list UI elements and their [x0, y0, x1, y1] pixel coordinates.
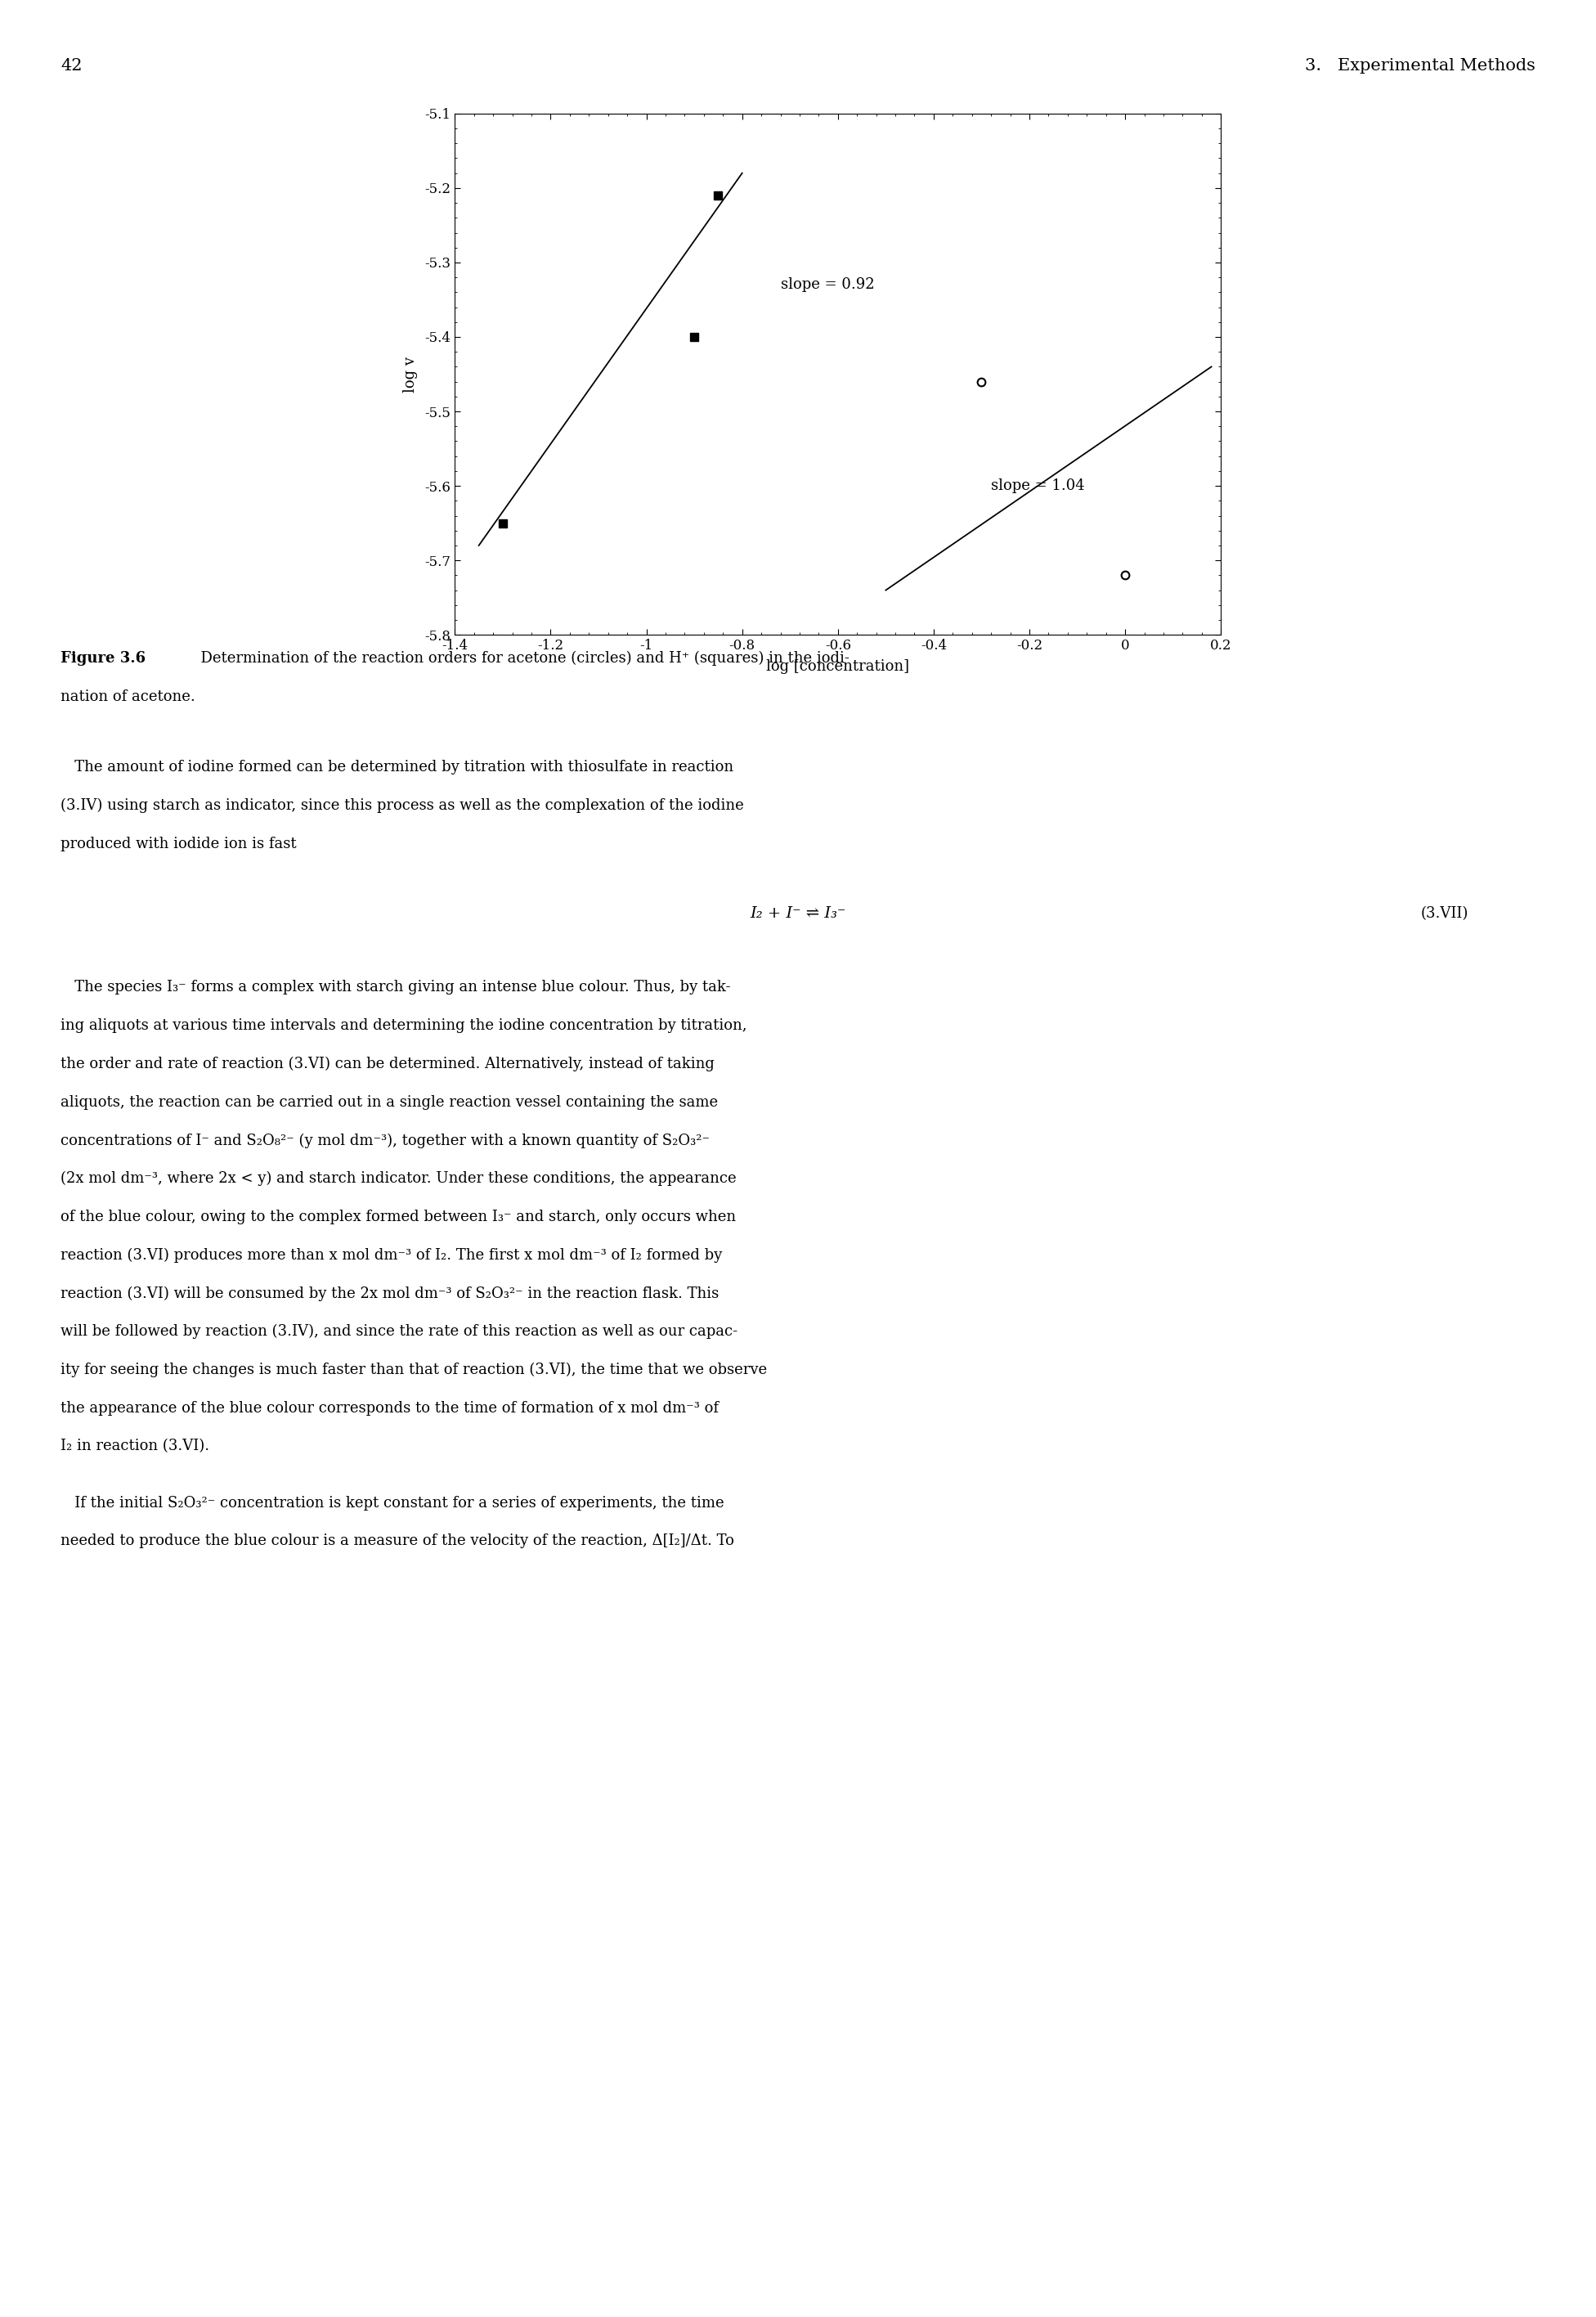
Text: 42: 42 — [61, 58, 83, 74]
Text: will be followed by reaction (3.IV), and since the rate of this reaction as well: will be followed by reaction (3.IV), and… — [61, 1323, 737, 1339]
Text: If the initial S₂O₃²⁻ concentration is kept constant for a series of experiments: If the initial S₂O₃²⁻ concentration is k… — [61, 1497, 725, 1511]
Text: (3.IV) using starch as indicator, since this process as well as the complexation: (3.IV) using starch as indicator, since … — [61, 797, 744, 813]
X-axis label: log [concentration]: log [concentration] — [766, 660, 910, 674]
Text: nation of acetone.: nation of acetone. — [61, 690, 195, 704]
Text: needed to produce the blue colour is a measure of the velocity of the reaction, : needed to produce the blue colour is a m… — [61, 1534, 734, 1548]
Y-axis label: log v: log v — [404, 357, 418, 392]
Text: of the blue colour, owing to the complex formed between I₃⁻ and starch, only occ: of the blue colour, owing to the complex… — [61, 1209, 736, 1223]
Text: I₂ in reaction (3.VI).: I₂ in reaction (3.VI). — [61, 1439, 209, 1453]
Text: produced with iodide ion is fast: produced with iodide ion is fast — [61, 836, 297, 850]
Text: slope = 0.92: slope = 0.92 — [780, 278, 875, 292]
Text: Determination of the reaction orders for acetone (circles) and H⁺ (squares) in t: Determination of the reaction orders for… — [192, 651, 849, 665]
Text: aliquots, the reaction can be carried out in a single reaction vessel containing: aliquots, the reaction can be carried ou… — [61, 1094, 718, 1110]
Text: (2x mol dm⁻³, where 2x < y) and starch indicator. Under these conditions, the ap: (2x mol dm⁻³, where 2x < y) and starch i… — [61, 1170, 736, 1186]
Text: concentrations of I⁻ and S₂O₈²⁻ (y mol dm⁻³), together with a known quantity of : concentrations of I⁻ and S₂O₈²⁻ (y mol d… — [61, 1133, 710, 1147]
Text: ity for seeing the changes is much faster than that of reaction (3.VI), the time: ity for seeing the changes is much faste… — [61, 1362, 768, 1376]
Text: ing aliquots at various time intervals and determining the iodine concentration : ing aliquots at various time intervals a… — [61, 1017, 747, 1033]
Text: the order and rate of reaction (3.VI) can be determined. Alternatively, instead : the order and rate of reaction (3.VI) ca… — [61, 1057, 715, 1070]
Text: slope = 1.04: slope = 1.04 — [991, 480, 1085, 494]
Text: (3.VII): (3.VII) — [1420, 906, 1468, 920]
Text: 3.   Experimental Methods: 3. Experimental Methods — [1306, 58, 1535, 74]
Text: the appearance of the blue colour corresponds to the time of formation of x mol : the appearance of the blue colour corres… — [61, 1399, 718, 1416]
Text: reaction (3.VI) will be consumed by the 2x mol dm⁻³ of S₂O₃²⁻ in the reaction fl: reaction (3.VI) will be consumed by the … — [61, 1286, 720, 1300]
Text: reaction (3.VI) produces more than x mol dm⁻³ of I₂. The first x mol dm⁻³ of I₂ : reaction (3.VI) produces more than x mol… — [61, 1247, 723, 1263]
Text: The amount of iodine formed can be determined by titration with thiosulfate in r: The amount of iodine formed can be deter… — [61, 760, 734, 774]
Text: Figure 3.6: Figure 3.6 — [61, 651, 145, 665]
Text: I₂ + I⁻ ⇌ I₃⁻: I₂ + I⁻ ⇌ I₃⁻ — [750, 906, 846, 920]
Text: The species I₃⁻ forms a complex with starch giving an intense blue colour. Thus,: The species I₃⁻ forms a complex with sta… — [61, 980, 731, 994]
